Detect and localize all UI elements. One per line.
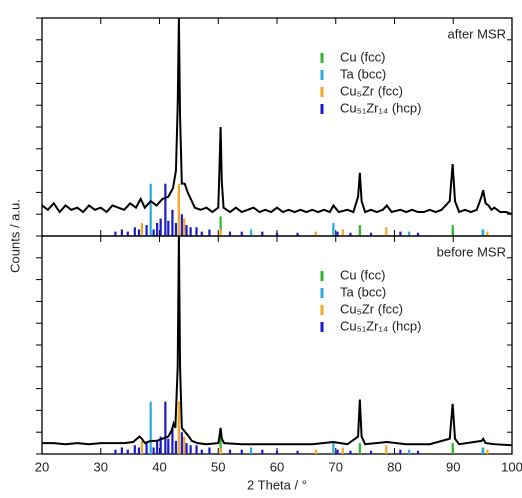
- x-tick-label: 100: [501, 459, 522, 474]
- x-tick-label: 70: [329, 459, 343, 474]
- legend-label: Ta (bcc): [340, 66, 386, 81]
- legend-label: Cu₅₁Zr₁₄ (hcp): [340, 100, 421, 115]
- panel-title: before MSR: [437, 244, 506, 259]
- diffraction-pattern: [41, 17, 513, 216]
- diffraction-pattern: [42, 235, 513, 447]
- x-tick-label: 40: [152, 459, 166, 474]
- legend-label: Cu (fcc): [340, 267, 386, 282]
- x-tick-label: 30: [94, 459, 108, 474]
- plot-frame: [41, 17, 513, 237]
- x-tick-label: 60: [270, 459, 284, 474]
- x-tick-label: 50: [211, 459, 225, 474]
- legend-label: Cu₅₁Zr₁₄ (hcp): [340, 318, 421, 333]
- panel-title: after MSR: [447, 26, 506, 41]
- legend-label: Cu (fcc): [340, 49, 386, 64]
- legend-label: Ta (bcc): [340, 284, 386, 299]
- plot-frame: [41, 235, 513, 455]
- x-tick-label: 20: [35, 459, 49, 474]
- y-axis-label: Counts / a.u.: [7, 199, 22, 273]
- legend-label: Cu₅Zr (fcc): [340, 301, 403, 316]
- x-tick-label: 90: [446, 459, 460, 474]
- legend-label: Cu₅Zr (fcc): [340, 83, 403, 98]
- x-tick-label: 80: [387, 459, 401, 474]
- x-axis-label: 2 Theta / °: [247, 477, 307, 492]
